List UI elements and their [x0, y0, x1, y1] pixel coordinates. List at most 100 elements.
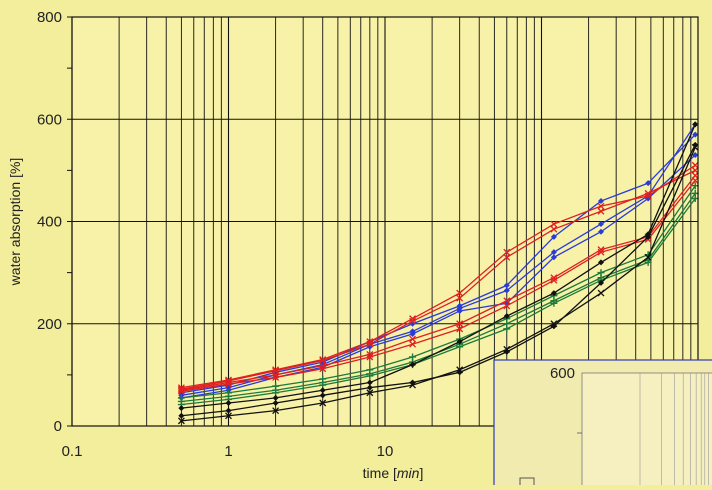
series-layer	[177, 121, 699, 425]
tick-labels: 0.11101000200400600800	[37, 9, 554, 460]
data-point	[409, 340, 417, 348]
data-point	[319, 392, 326, 399]
data-point	[503, 287, 510, 294]
x-tick-label: 10	[377, 443, 394, 460]
data-point	[550, 299, 558, 307]
data-point	[177, 387, 185, 395]
data-point	[409, 335, 417, 343]
data-point	[225, 407, 232, 414]
series-line	[181, 198, 696, 406]
data-point	[503, 282, 510, 289]
x-axis-label-main: time [	[363, 465, 397, 481]
data-point	[177, 386, 185, 394]
data-point	[366, 353, 374, 361]
series-line	[181, 147, 696, 422]
x-axis-label: time [min]	[363, 465, 424, 481]
data-point	[366, 379, 373, 386]
data-point	[645, 180, 652, 187]
data-point	[550, 276, 558, 284]
data-point	[597, 202, 605, 210]
data-point	[692, 131, 699, 138]
data-point	[456, 307, 463, 314]
data-point	[691, 143, 699, 151]
series-line	[181, 154, 696, 399]
data-point	[177, 417, 185, 425]
data-point	[272, 394, 279, 401]
series-13	[177, 143, 699, 425]
plot-border	[71, 16, 699, 427]
data-point	[503, 313, 510, 320]
x-tick-label: 0.1	[62, 443, 83, 460]
series-4	[177, 161, 699, 392]
data-point	[503, 253, 511, 261]
data-point	[550, 225, 558, 233]
data-point	[319, 387, 326, 394]
data-point	[644, 189, 652, 197]
series-11	[178, 121, 699, 412]
inset-y-tick-label: 600	[550, 365, 575, 382]
data-point	[366, 384, 373, 391]
data-point	[456, 325, 464, 333]
data-point	[598, 279, 605, 286]
data-point	[272, 373, 280, 381]
data-point	[550, 249, 557, 256]
data-point	[691, 166, 699, 174]
data-point	[550, 220, 558, 228]
data-point	[645, 233, 652, 240]
data-point	[644, 253, 652, 261]
data-point	[692, 152, 699, 159]
data-point	[319, 357, 327, 365]
data-point	[692, 121, 699, 128]
data-point	[598, 259, 605, 266]
data-point	[550, 233, 557, 240]
y-tick-label: 200	[37, 316, 62, 333]
series-line	[181, 134, 696, 394]
data-point	[366, 372, 374, 380]
y-axis-label: water absorption [%]	[7, 158, 23, 287]
series-line	[181, 185, 696, 399]
series-line	[181, 180, 696, 392]
data-point	[225, 399, 232, 406]
data-point	[598, 221, 605, 228]
y-tick-label: 800	[37, 9, 62, 26]
series-line	[181, 175, 696, 391]
data-point	[597, 289, 605, 297]
data-point	[225, 380, 232, 388]
y-tick-label: 400	[37, 214, 62, 231]
data-point	[456, 294, 464, 302]
data-point	[550, 290, 557, 297]
data-point	[225, 412, 232, 420]
inset-plot-area	[581, 372, 712, 490]
series-line	[181, 169, 696, 390]
y-tick-label: 0	[54, 418, 62, 435]
data-point	[550, 254, 557, 261]
data-point	[366, 340, 374, 348]
data-point	[366, 389, 374, 397]
x-tick-label: 1	[224, 443, 232, 460]
data-point	[503, 302, 511, 310]
data-point	[456, 366, 464, 374]
x-axis-label-end: ]	[419, 465, 423, 481]
data-point	[503, 345, 511, 353]
data-point	[319, 399, 327, 407]
series-line	[181, 164, 696, 389]
data-point	[597, 248, 605, 256]
data-point	[691, 177, 699, 185]
data-point	[691, 161, 699, 169]
data-point	[272, 407, 280, 415]
inset-chart: 600	[493, 359, 712, 490]
data-point	[178, 405, 185, 412]
data-point	[178, 412, 185, 419]
x-axis-label-unit: min	[397, 465, 420, 481]
data-point	[272, 399, 279, 406]
data-point	[456, 338, 463, 345]
data-point	[409, 317, 417, 325]
data-point	[503, 325, 511, 333]
data-point	[598, 198, 605, 205]
inset-gridlines	[577, 373, 709, 485]
series-5	[177, 166, 699, 393]
data-point	[319, 365, 327, 373]
data-point	[456, 320, 464, 328]
series-line	[181, 124, 696, 409]
